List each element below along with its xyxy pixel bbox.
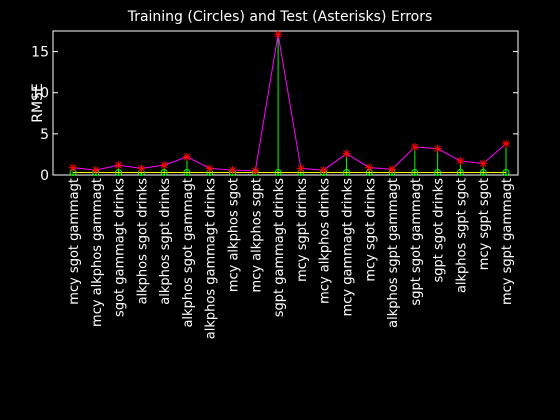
plot-layer: 0 5 10 15 mcy sgot gammagt mcy alkphos gammag… (31, 30, 518, 339)
test-point (228, 166, 237, 175)
test-point (388, 165, 397, 174)
x-tick-label: mcy sgpt drinks (295, 178, 310, 282)
test-point (479, 159, 488, 168)
x-tick-label: sgpt gammagt drinks (272, 178, 287, 317)
x-tick-label: mcy sgot drinks (363, 178, 378, 282)
y-tick-label: 0 (40, 168, 49, 184)
test-point (342, 149, 351, 158)
plot-area-frame (52, 30, 519, 176)
chart-title: Training (Circles) and Test (Asterisks) … (127, 9, 433, 25)
x-tick-label: mcy alkphos sgpt (249, 178, 264, 292)
x-tick-label: mcy sgpt gammagt (500, 178, 515, 305)
test-point (114, 161, 123, 170)
test-point (319, 166, 328, 175)
test-point (69, 163, 77, 172)
test-point (433, 144, 442, 153)
x-tick-label: mcy sgpt sgot (477, 178, 492, 270)
test-point (274, 30, 283, 39)
test-point (205, 164, 214, 173)
x-tick-label: mcy alkphos drinks (318, 178, 333, 304)
test-point (251, 166, 260, 175)
test-point (365, 163, 374, 172)
training-point (456, 169, 464, 177)
x-tick-label: sgpt sgot gammagt (409, 178, 424, 306)
test-point (456, 157, 465, 166)
training-point (502, 169, 510, 177)
test-point (410, 143, 419, 152)
y-tick-label: 5 (40, 127, 49, 143)
training-point (160, 169, 168, 177)
x-tick-label: mcy alkphos gammagt (90, 178, 105, 327)
test-point (160, 161, 169, 170)
test-point (182, 152, 191, 161)
y-tick-label: 10 (31, 86, 49, 102)
test-point (137, 164, 146, 173)
training-point (183, 169, 191, 177)
training-point (115, 169, 123, 177)
x-tick-label: alkphos sgot gammagt (181, 178, 196, 328)
test-point (91, 166, 100, 175)
training-point (274, 169, 282, 177)
test-point (502, 139, 510, 148)
x-tick-label: alkphos sgpt sgot (454, 178, 469, 293)
x-tick-label: mcy alkphos sgot (227, 178, 242, 292)
training-point (411, 169, 419, 177)
training-point (342, 169, 350, 177)
y-axis-label: RMSE (30, 83, 46, 123)
x-tick-label: sgot gammagt drinks (113, 178, 128, 317)
x-tick-label: alkphos gammagt drinks (204, 178, 219, 339)
test-point (296, 164, 305, 173)
y-tick-label: 15 (31, 45, 49, 61)
series-line-test (72, 34, 507, 172)
x-tick-label: alkphos sgot drinks (135, 178, 150, 305)
training-point (479, 169, 487, 177)
x-tick-label: mcy gammagt drinks (340, 178, 355, 317)
x-tick-label: sgpt sgot drinks (432, 178, 447, 283)
x-tick-label: mcy sgot gammagt (67, 178, 82, 305)
x-tick-label: alkphos sgpt drinks (158, 178, 173, 305)
training-point (434, 169, 442, 177)
x-tick-label: alkphos sgpt gammagt (386, 178, 401, 328)
